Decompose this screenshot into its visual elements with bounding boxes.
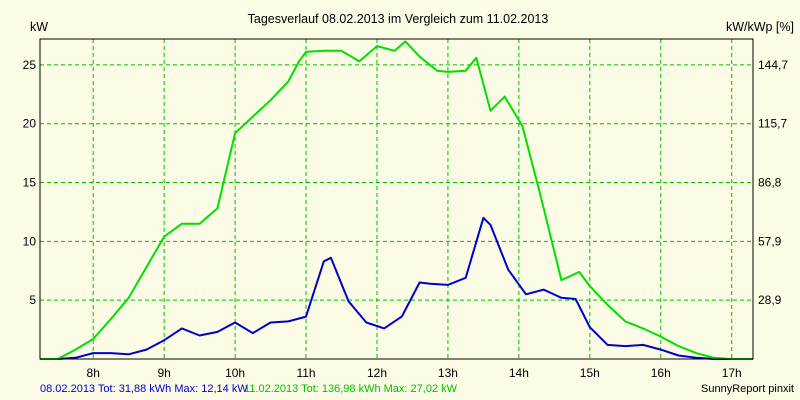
footer-series1-summary: 08.02.2013 Tot: 31,88 kWh Max: 12,14 kW — [40, 383, 248, 395]
chart-title: Tagesverlauf 08.02.2013 im Vergleich zum… — [248, 12, 549, 26]
series-line-08-02-2013 — [40, 216, 753, 360]
y-right-tick-label: 115,7 — [758, 117, 787, 131]
x-tick-label: 12h — [367, 366, 387, 380]
plot-frame — [39, 38, 754, 360]
y-axis-ticks: 5 28,9 10 57,9 15 86,8 20 115,7 25 144,7 — [23, 58, 789, 307]
series-lines — [40, 40, 753, 360]
x-tick-label: 11h — [296, 366, 315, 380]
y-left-tick-label: 20 — [23, 117, 37, 131]
y-right-tick-label: 28,9 — [758, 293, 782, 307]
gridlines — [40, 39, 753, 359]
y-left-tick-label: 5 — [29, 293, 36, 307]
left-axis-label: kW — [30, 20, 48, 34]
x-axis-ticks: 8h 9h 10h 11h 12h 13h 14h 15h 16h 17h — [87, 366, 742, 380]
y-right-tick-label: 86,8 — [758, 176, 782, 190]
footer-credit: SunnyReport pinxit — [701, 383, 794, 395]
y-left-tick-label: 25 — [23, 58, 37, 72]
x-tick-label: 10h — [225, 366, 245, 380]
x-tick-label: 14h — [509, 366, 529, 380]
x-tick-label: 17h — [722, 366, 742, 380]
x-tick-label: 8h — [87, 366, 100, 380]
y-left-tick-label: 15 — [23, 176, 37, 190]
y-left-tick-label: 10 — [23, 234, 37, 248]
x-tick-label: 15h — [580, 366, 600, 380]
right-axis-label: kW/kWp [%] — [726, 20, 794, 34]
footer-series2-summary: 11.02.2013 Tot: 136,98 kWh Max: 27,02 kW — [244, 383, 458, 395]
y-right-tick-label: 144,7 — [758, 58, 788, 72]
x-tick-label: 16h — [651, 366, 671, 380]
x-tick-label: 9h — [157, 366, 170, 380]
series-line-11-02-2013 — [40, 40, 753, 360]
y-right-tick-label: 57,9 — [758, 234, 782, 248]
x-tick-label: 13h — [438, 366, 458, 380]
